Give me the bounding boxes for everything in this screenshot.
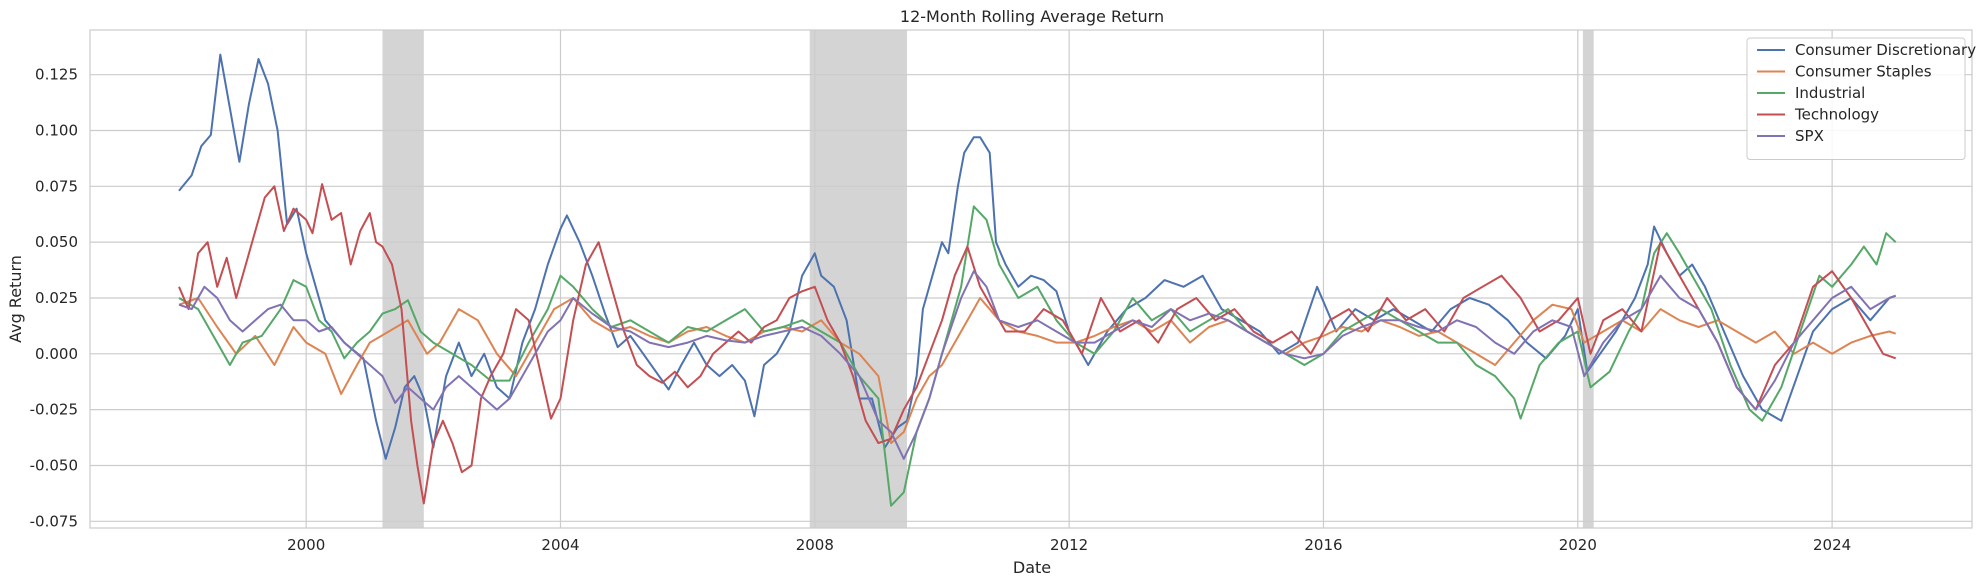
y-tick-label: 0.125 <box>35 66 78 84</box>
y-tick-label: -0.050 <box>30 456 78 474</box>
y-tick-label: 0.000 <box>35 345 78 363</box>
legend-label-technology: Technology <box>1794 106 1879 124</box>
y-tick-label: 0.075 <box>35 177 78 195</box>
legend-label-consumer-staples: Consumer Staples <box>1795 63 1932 81</box>
x-tick-label: 2012 <box>1050 536 1088 554</box>
series-lines <box>178 53 1897 507</box>
shaded-period-0 <box>382 30 424 528</box>
shaded-periods <box>382 30 1594 528</box>
y-axis-label: Avg Return <box>6 255 25 343</box>
x-tick-label: 2020 <box>1559 536 1597 554</box>
x-axis-ticks: 2000 2004 2008 2012 2016 2020 2024 <box>287 536 1851 554</box>
legend-label-consumer-discretionary: Consumer Discretionary <box>1795 41 1976 59</box>
series-line-consumer-discretionary <box>178 53 1897 460</box>
series-line-industrial <box>178 205 1897 507</box>
y-tick-label: -0.075 <box>30 512 78 530</box>
y-axis-ticks: -0.075 -0.050 -0.025 0.000 0.025 0.050 0.075 0.… <box>30 66 78 531</box>
y-tick-label: 0.025 <box>35 289 78 307</box>
y-tick-label: -0.025 <box>30 401 78 419</box>
legend-label-spx: SPX <box>1795 127 1824 145</box>
x-tick-label: 2008 <box>796 536 834 554</box>
x-tick-label: 2000 <box>287 536 325 554</box>
series-line-spx <box>178 270 1897 460</box>
legend-label-industrial: Industrial <box>1795 84 1865 102</box>
plot-frame <box>89 29 1973 529</box>
x-tick-label: 2016 <box>1304 536 1342 554</box>
x-tick-label: 2004 <box>541 536 579 554</box>
x-axis-label: Date <box>1013 558 1051 577</box>
shaded-period-2 <box>1582 30 1594 528</box>
y-tick-label: 0.100 <box>35 121 78 139</box>
chart-title: 12-Month Rolling Average Return <box>900 7 1164 26</box>
series-line-technology <box>178 183 1897 505</box>
y-tick-label: 0.050 <box>35 233 78 251</box>
legend-box <box>1746 37 1966 160</box>
legend: Consumer Discretionary Consumer Staples In… <box>1746 37 1976 160</box>
x-tick-label: 2024 <box>1813 536 1851 554</box>
